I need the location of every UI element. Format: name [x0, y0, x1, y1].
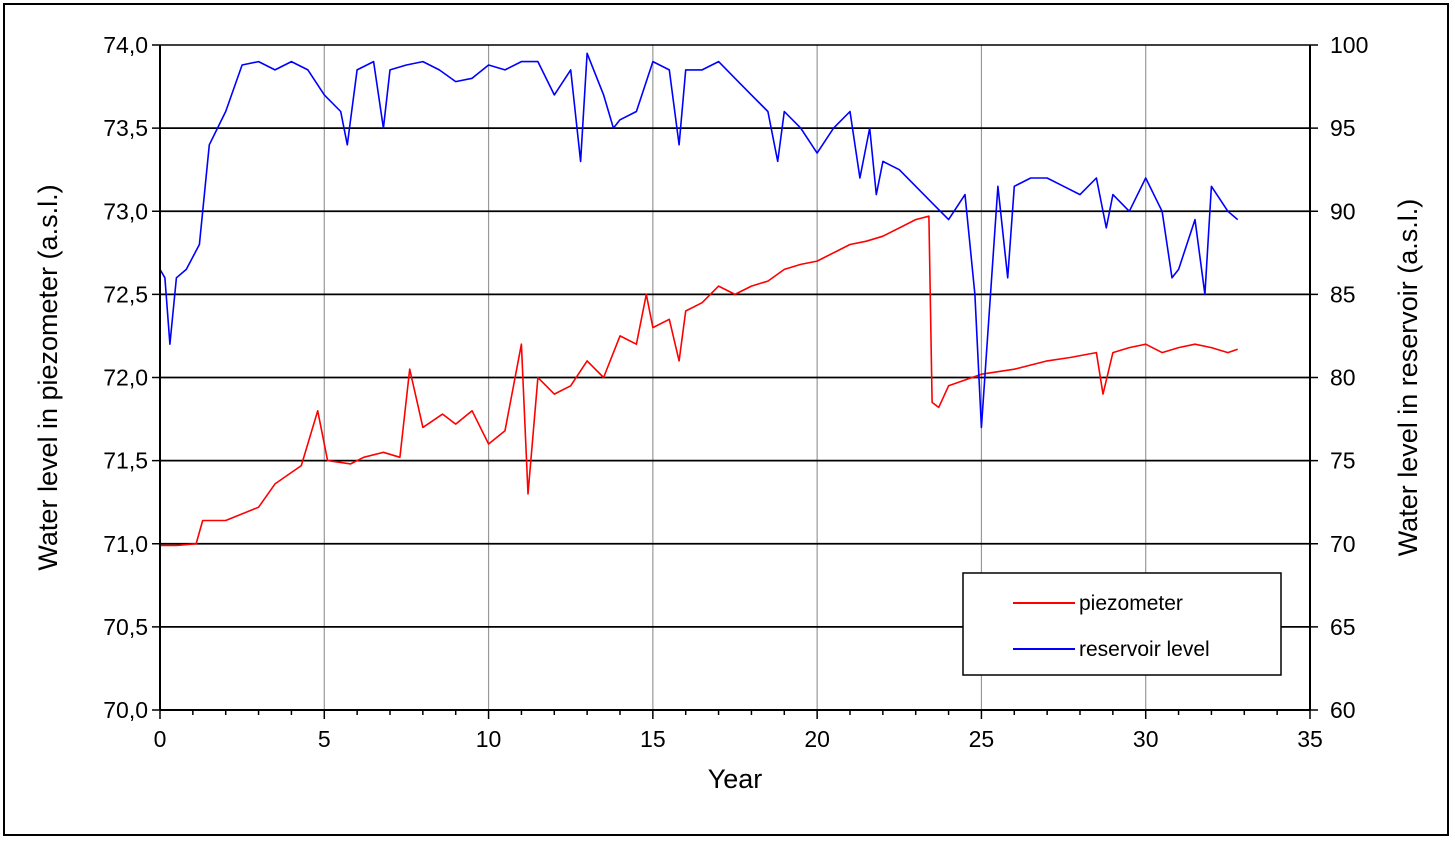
dual-axis-line-chart: 0 5 10 15 20 25 30 35 70,0 70,5 71,0 71,5 72,0 72,5 73… [33, 32, 1423, 794]
x-tick-label: 10 [476, 726, 502, 752]
x-tick-label: 15 [640, 726, 666, 752]
y-left-tick-label: 70,0 [103, 697, 148, 723]
y-right-tick-label: 80 [1330, 365, 1356, 391]
legend: piezometer reservoir level [962, 572, 1282, 676]
y-left-tick-label: 73,5 [103, 115, 148, 141]
x-tick-label: 20 [804, 726, 830, 752]
chart-frame: 0 5 10 15 20 25 30 35 70,0 70,5 71,0 71,5 72,0 72,5 73… [3, 3, 1449, 836]
y-left-tick-label: 74,0 [103, 32, 148, 58]
y-left-tick-label: 72,0 [103, 365, 148, 391]
x-tick-label: 35 [1297, 726, 1323, 752]
y-right-axis-title: Water level in reservoir (a.s.l.) [1393, 199, 1423, 557]
y-right-tick-label: 65 [1330, 614, 1356, 640]
x-tick-label: 0 [154, 726, 167, 752]
series-lines [159, 52, 1239, 547]
y-right-tick-label: 85 [1330, 281, 1356, 307]
y-right-tick-label: 70 [1330, 531, 1356, 557]
x-tick-label: 25 [969, 726, 995, 752]
y-right-tick-label: 75 [1330, 448, 1356, 474]
x-tick-label: 30 [1133, 726, 1159, 752]
y-right-tick-label: 95 [1330, 115, 1356, 141]
x-axis-title: Year [708, 764, 763, 794]
y-left-tick-label: 72,5 [103, 281, 148, 307]
y-right-tick-label: 100 [1330, 32, 1368, 58]
gridlines [160, 45, 1310, 710]
legend-label-piezometer: piezometer [1079, 592, 1183, 615]
x-tick-label: 5 [318, 726, 331, 752]
y-left-tick-label: 71,5 [103, 448, 148, 474]
series-line-piezometer [160, 215, 1238, 547]
y-left-axis-title: Water level in piezometer (a.s.l.) [33, 184, 63, 570]
y-left-tick-label: 70,5 [103, 614, 148, 640]
legend-label-reservoir-level: reservoir level [1079, 638, 1210, 661]
legend-box [962, 572, 1282, 676]
y-right-tick-label: 90 [1330, 198, 1356, 224]
series-line-reservoir-level [159, 52, 1239, 429]
y-left-tick-label: 73,0 [103, 198, 148, 224]
y-right-tick-label: 60 [1330, 697, 1356, 723]
y-left-tick-label: 71,0 [103, 531, 148, 557]
axes: 0 5 10 15 20 25 30 35 70,0 70,5 71,0 71,5 72,0 72,5 73… [103, 32, 1368, 752]
